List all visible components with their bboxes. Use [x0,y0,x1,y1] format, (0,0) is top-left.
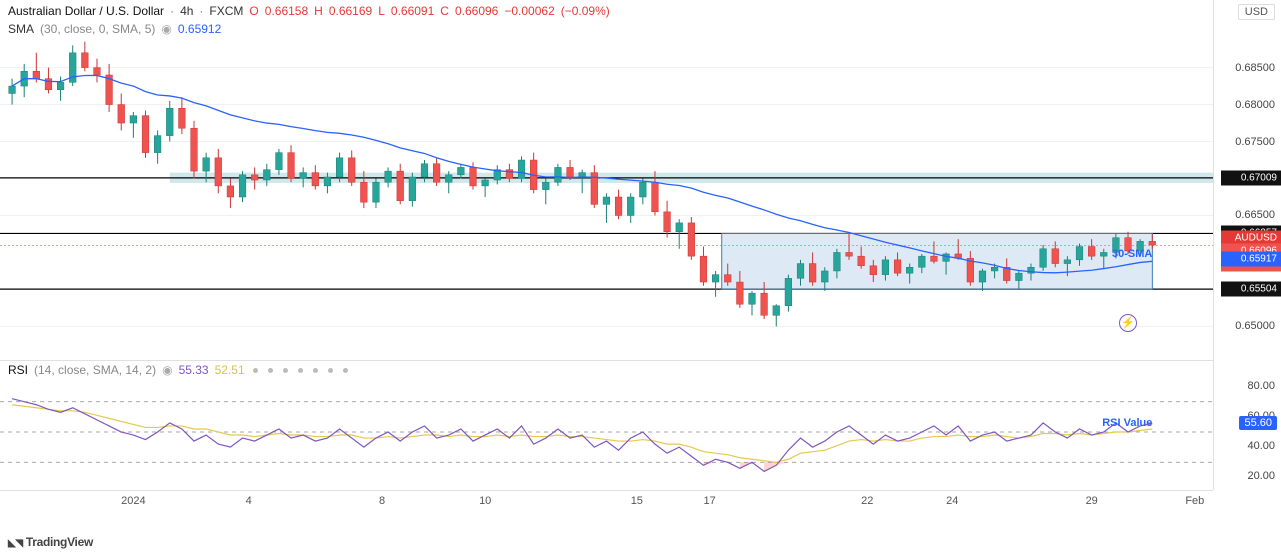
time-axis-tick: 29 [1086,495,1098,507]
time-axis-tick: 8 [379,495,385,507]
price-axis-tick: 0.68000 [1235,99,1275,111]
price-axis-flag: 0.65917 [1221,251,1281,266]
rsi-chart[interactable] [0,360,1213,490]
price-chart[interactable] [0,0,1213,360]
axis-unit-label: USD [1238,4,1275,20]
time-axis-tick: 4 [246,495,252,507]
rsi-line-label: RSI Value [1102,417,1152,429]
price-axis-tick: 0.68500 [1235,62,1275,74]
time-axis-tick: 15 [631,495,643,507]
rsi-axis-tick: 20.00 [1247,470,1275,482]
price-axis-tick: 0.67500 [1235,136,1275,148]
time-axis-tick: 17 [703,495,715,507]
price-axis[interactable]: USD 0.68500 0.68000 0.67500 0.66500 0.65000 0… [1213,0,1281,360]
price-axis-tick: 0.65000 [1235,320,1275,332]
time-axis[interactable]: 2024 4 8 10 15 17 22 24 29 Feb [0,490,1213,516]
time-axis-tick: 24 [946,495,958,507]
time-axis-tick: 10 [479,495,491,507]
time-axis-tick: 2024 [121,495,145,507]
lightning-icon[interactable]: ⚡ [1119,314,1137,332]
rsi-axis[interactable]: 80.0060.0040.0020.0055.60 [1213,360,1281,490]
price-axis-tick: 0.66500 [1235,209,1275,221]
tradingview-logo[interactable]: ◣◥ TradingView [8,535,93,549]
rsi-axis-flag: 55.60 [1239,416,1277,430]
price-axis-flag: 0.65504 [1221,282,1281,297]
rsi-axis-tick: 80.00 [1247,380,1275,392]
time-axis-tick: Feb [1185,495,1204,507]
price-axis-flag: 0.67009 [1221,170,1281,185]
sma-line-label: 30-SMA [1112,248,1152,260]
time-axis-tick: 22 [861,495,873,507]
rsi-axis-tick: 40.00 [1247,440,1275,452]
